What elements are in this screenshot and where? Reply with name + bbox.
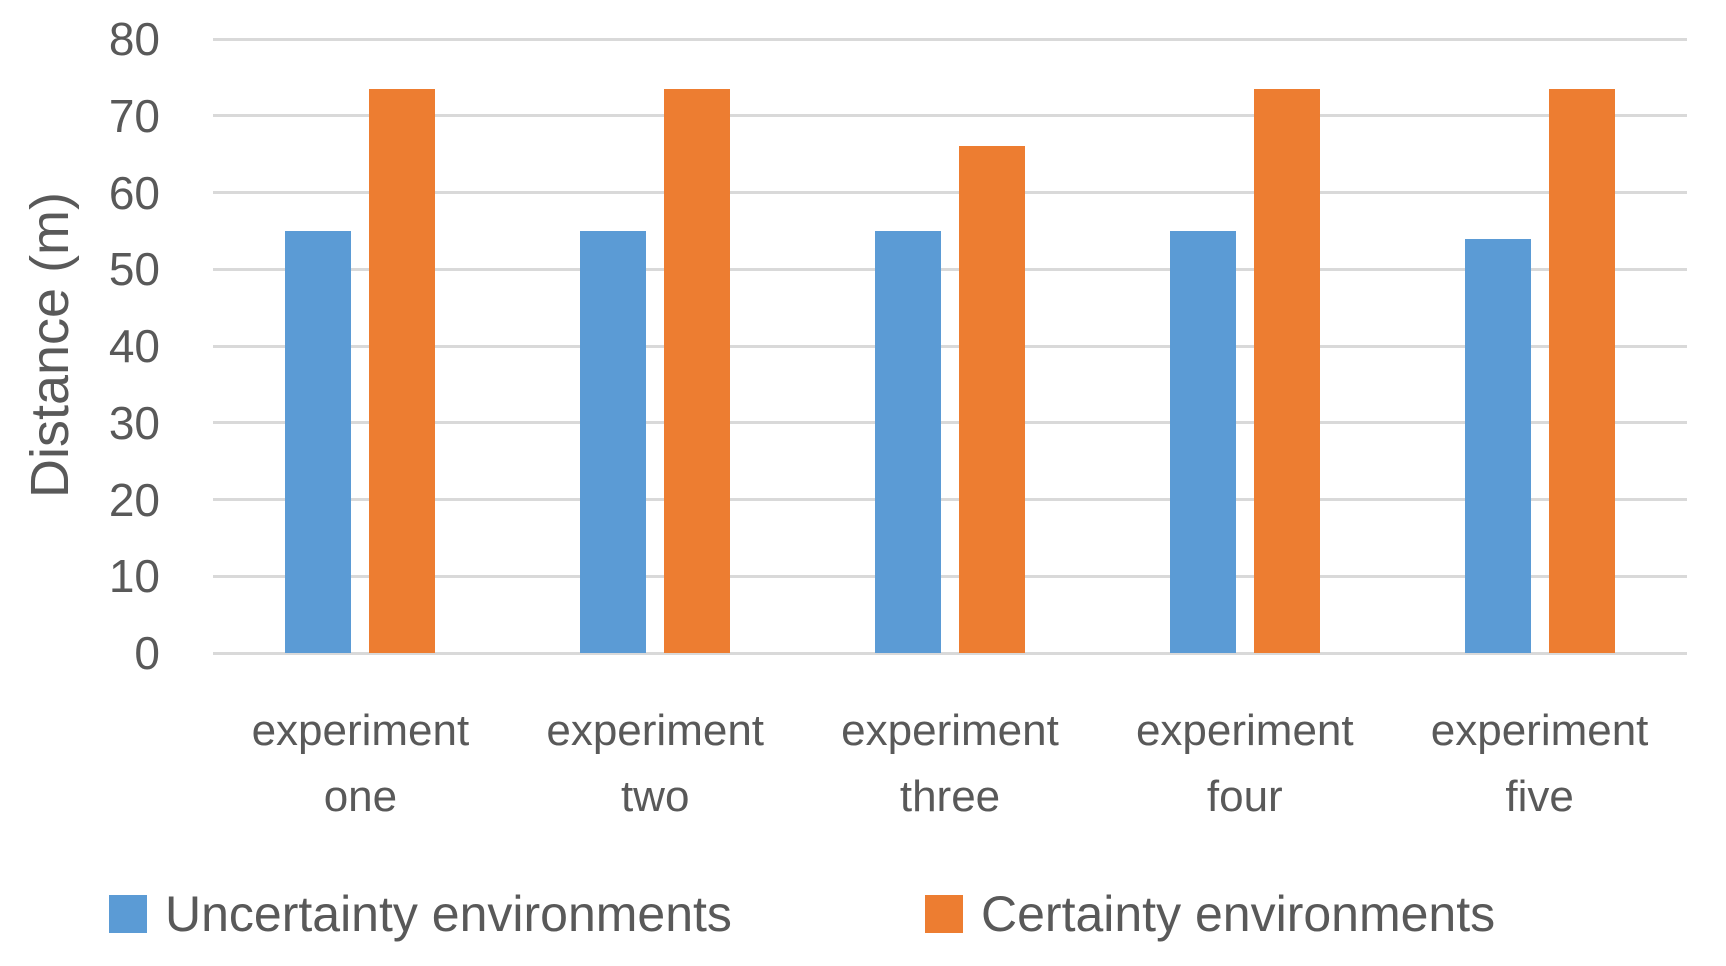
bar-uncertainty-4	[1169, 230, 1236, 653]
legend-label: Certainty environments	[981, 886, 1496, 942]
gridline	[213, 421, 1687, 425]
x-axis-label-line: two	[620, 772, 690, 821]
x-axis-label-line: experiment	[251, 706, 470, 755]
y-tick-label: 50	[108, 243, 160, 296]
legend-label: Uncertainty environments	[165, 886, 732, 942]
bar-certainty-3	[959, 146, 1025, 653]
gridline	[213, 344, 1687, 348]
x-axis-label-line: experiment	[1135, 706, 1354, 755]
x-axis-label-line: experiment	[841, 706, 1059, 755]
bar-uncertainty-5	[1464, 238, 1531, 653]
x-axis-label: experiment two	[508, 698, 803, 830]
x-axis-label-line: experiment	[546, 706, 765, 755]
y-tick-label: 60	[108, 166, 160, 219]
gridline	[213, 114, 1687, 118]
bar-certainty-4	[1253, 88, 1320, 653]
x-axis-label-line: experiment	[1430, 706, 1649, 755]
gridline	[213, 191, 1687, 194]
gridline	[213, 267, 1687, 271]
y-tick-label: 0	[134, 627, 160, 679]
bar-uncertainty-1	[285, 230, 352, 653]
x-axis-label-line: four	[1206, 772, 1283, 821]
gridline	[213, 651, 1687, 655]
x-axis-label: experiment one	[213, 698, 508, 830]
bar-certainty-2	[664, 88, 731, 653]
x-axis-label-line: three	[899, 772, 1001, 821]
x-axis-label-line: one	[323, 772, 398, 821]
legend-item-uncertainty: Uncertainty environments	[109, 884, 732, 944]
bar-certainty-5	[1548, 88, 1615, 653]
y-tick-label: 40	[108, 320, 160, 372]
gridline	[213, 574, 1687, 578]
x-axis-label: experiment three	[803, 698, 1098, 830]
bar-uncertainty-2	[580, 230, 647, 653]
y-tick-label: 80	[108, 13, 160, 65]
bar-certainty-1	[369, 88, 436, 653]
y-tick-label: 20	[108, 473, 160, 526]
gridline	[213, 498, 1687, 501]
legend-swatch-icon	[925, 895, 963, 933]
bar-uncertainty-3	[875, 230, 941, 653]
y-tick-label: 70	[108, 89, 160, 142]
x-axis-label-line: five	[1505, 772, 1574, 821]
y-tick-label: 30	[108, 396, 160, 449]
legend-item-certainty: Certainty environments	[925, 884, 1495, 944]
y-tick-label: 10	[108, 550, 160, 603]
x-axis-label: experiment four	[1097, 698, 1392, 830]
x-axis-label: experiment five	[1392, 698, 1687, 830]
legend-swatch-icon	[109, 895, 147, 933]
gridline	[213, 37, 1687, 41]
